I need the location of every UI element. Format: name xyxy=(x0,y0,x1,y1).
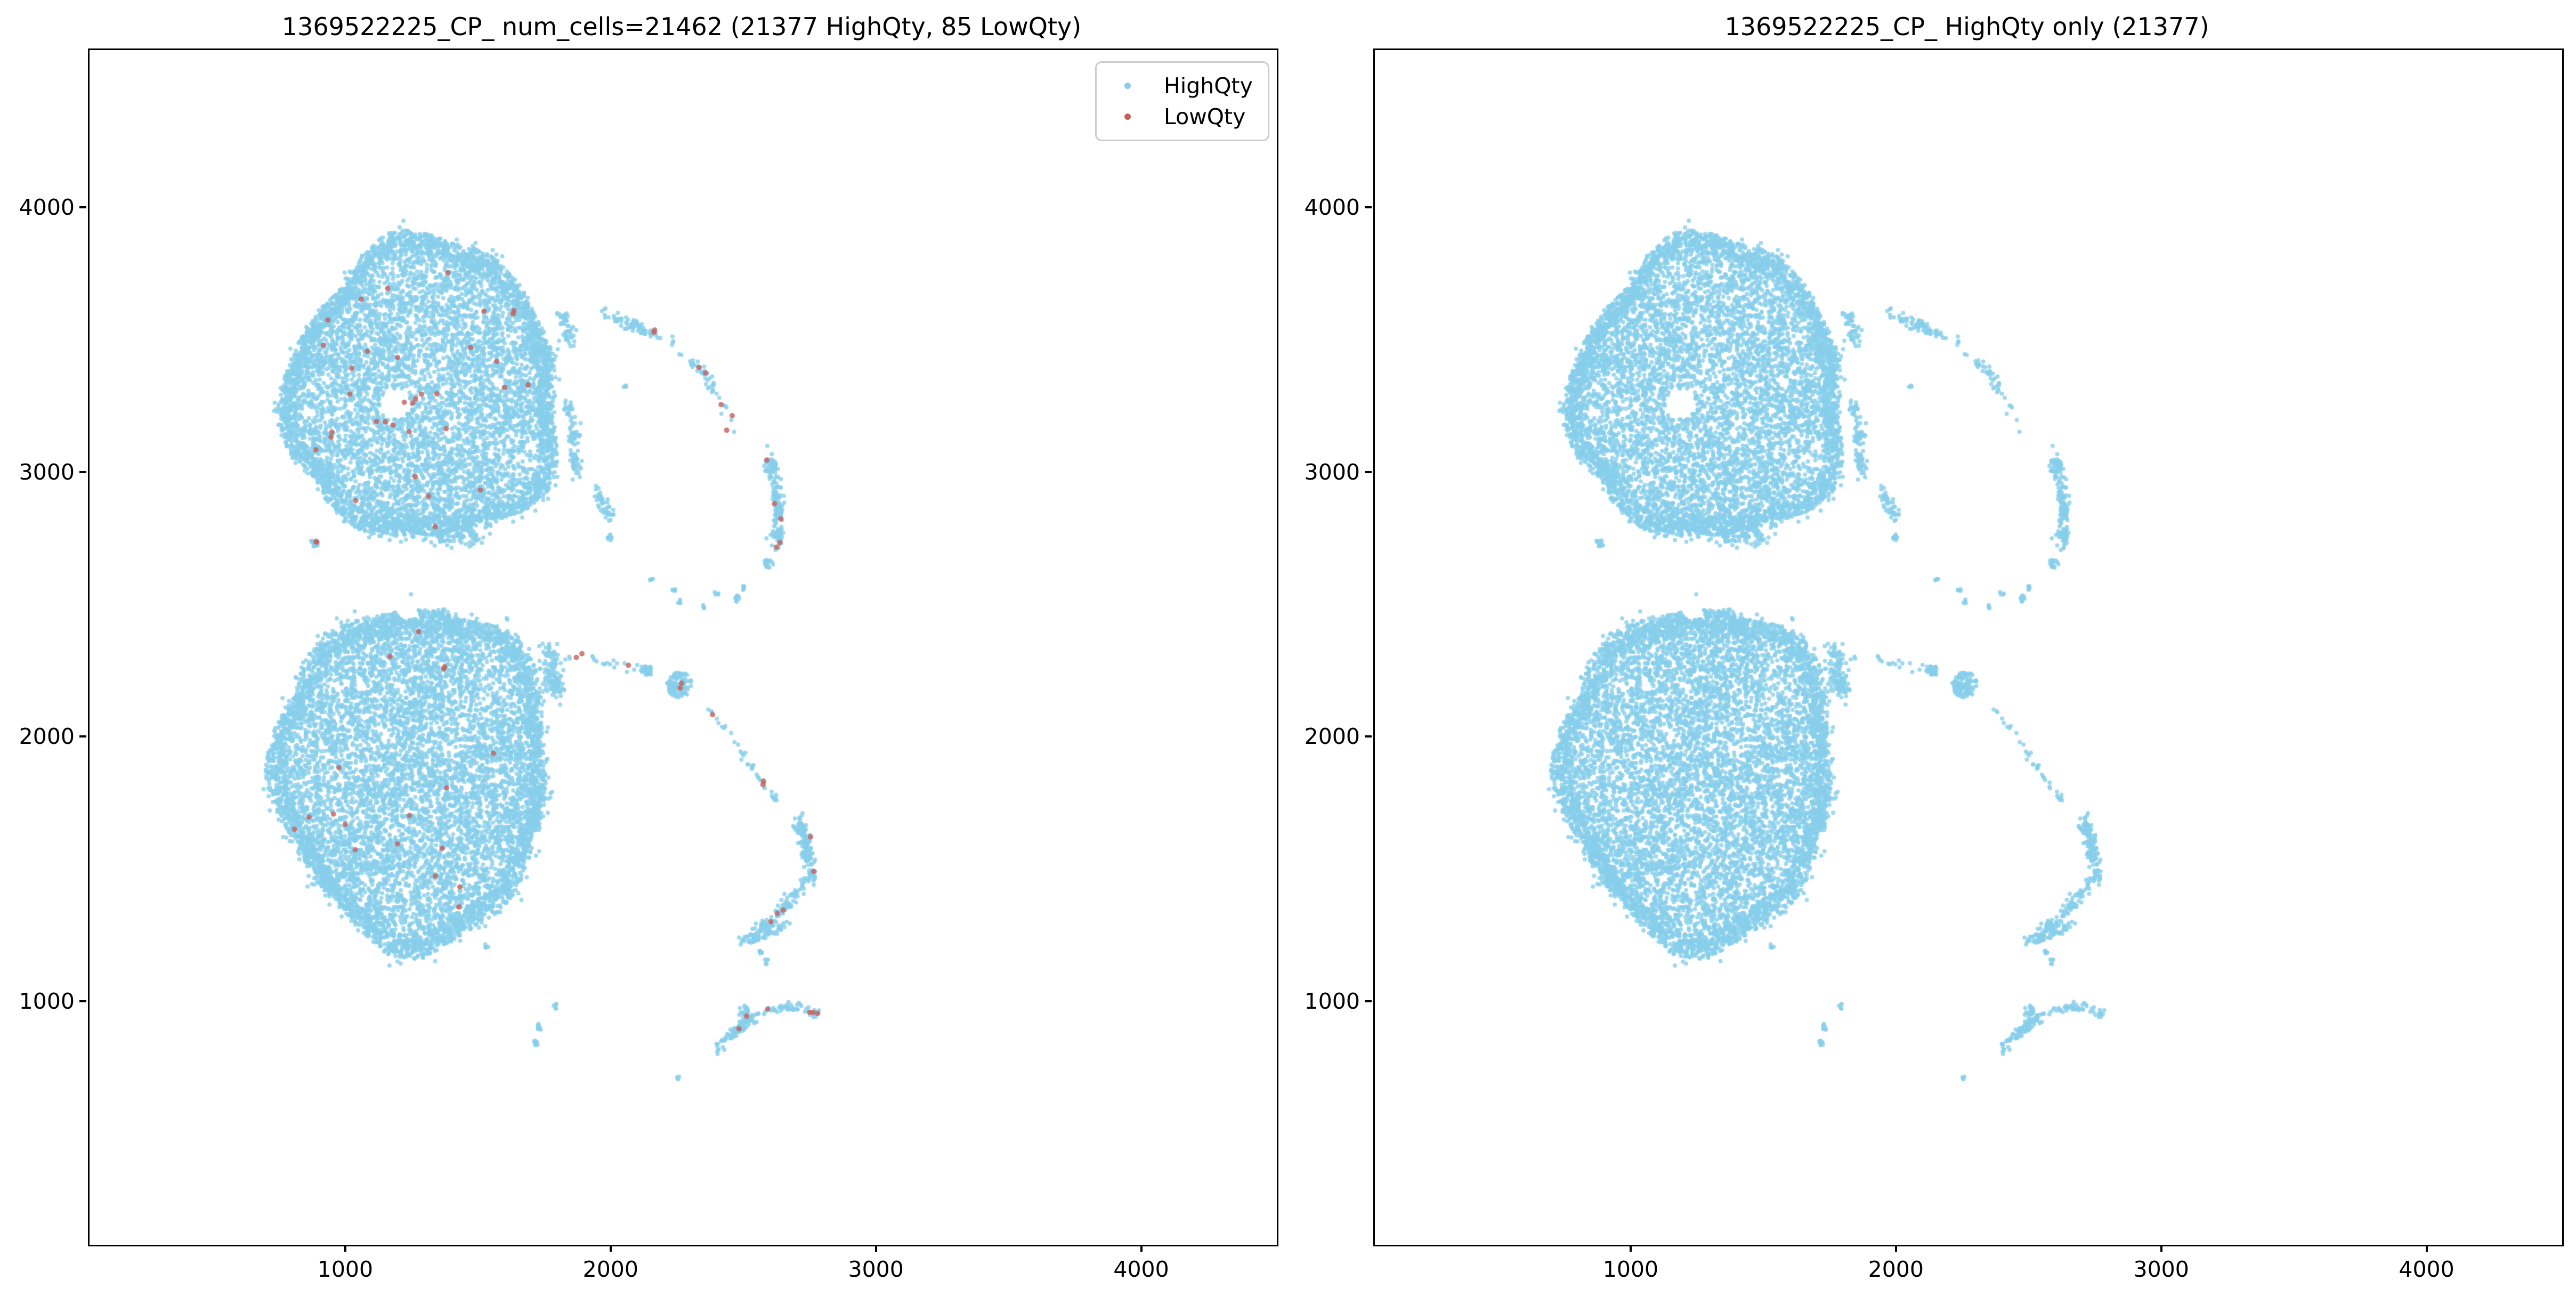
x-tick-label: 3000 xyxy=(2133,1257,2189,1282)
y-tick-label: 3000 xyxy=(19,459,75,485)
y-tick-mark xyxy=(79,735,86,738)
y-tick-mark xyxy=(79,206,86,208)
x-tick-label: 2000 xyxy=(1868,1257,1924,1282)
x-tick-label: 4000 xyxy=(2399,1257,2455,1282)
y-tick-mark xyxy=(79,471,86,473)
x-tick-mark xyxy=(2425,1245,2428,1252)
right-axes xyxy=(1373,48,2564,1246)
legend-item-highqty: HighQty xyxy=(1097,70,1254,101)
y-tick-label: 1000 xyxy=(19,988,75,1014)
y-tick-label: 4000 xyxy=(1304,194,1360,220)
highqty-legend-label: HighQty xyxy=(1164,73,1253,99)
right-scatter-canvas xyxy=(1375,50,2562,1245)
legend-item-lowqty: LowQty xyxy=(1097,101,1254,132)
x-tick-mark xyxy=(344,1245,346,1252)
y-tick-label: 4000 xyxy=(19,194,75,220)
y-tick-mark xyxy=(1365,206,1372,208)
y-tick-label: 2000 xyxy=(1304,724,1360,750)
x-tick-mark xyxy=(2160,1245,2162,1252)
highqty-legend-marker xyxy=(1124,83,1131,89)
x-tick-label: 3000 xyxy=(848,1257,904,1282)
x-tick-label: 1000 xyxy=(1602,1257,1659,1282)
right-plot-title: 1369522225_CP_ HighQty only (21377) xyxy=(1724,12,2209,41)
left-scatter-canvas xyxy=(90,50,1277,1245)
x-tick-mark xyxy=(1140,1245,1143,1252)
lowqty-legend-label: LowQty xyxy=(1164,104,1246,129)
y-tick-label: 3000 xyxy=(1304,459,1360,485)
y-tick-mark xyxy=(1365,1000,1372,1002)
y-tick-mark xyxy=(1365,471,1372,473)
legend-box: HighQty LowQty xyxy=(1095,61,1269,141)
x-tick-mark xyxy=(874,1245,877,1252)
y-tick-mark xyxy=(1365,735,1372,738)
x-tick-label: 4000 xyxy=(1113,1257,1169,1282)
left-axes: HighQty LowQty xyxy=(88,48,1278,1246)
y-tick-label: 2000 xyxy=(19,724,75,750)
lowqty-legend-marker xyxy=(1124,114,1131,120)
left-plot-title: 1369522225_CP_ num_cells=21462 (21377 Hi… xyxy=(281,12,1082,41)
y-tick-label: 1000 xyxy=(1304,988,1360,1014)
x-tick-label: 1000 xyxy=(317,1257,374,1282)
y-tick-mark xyxy=(79,1000,86,1002)
x-tick-label: 2000 xyxy=(582,1257,638,1282)
x-tick-mark xyxy=(1629,1245,1632,1252)
x-tick-mark xyxy=(1894,1245,1897,1252)
x-tick-mark xyxy=(609,1245,612,1252)
